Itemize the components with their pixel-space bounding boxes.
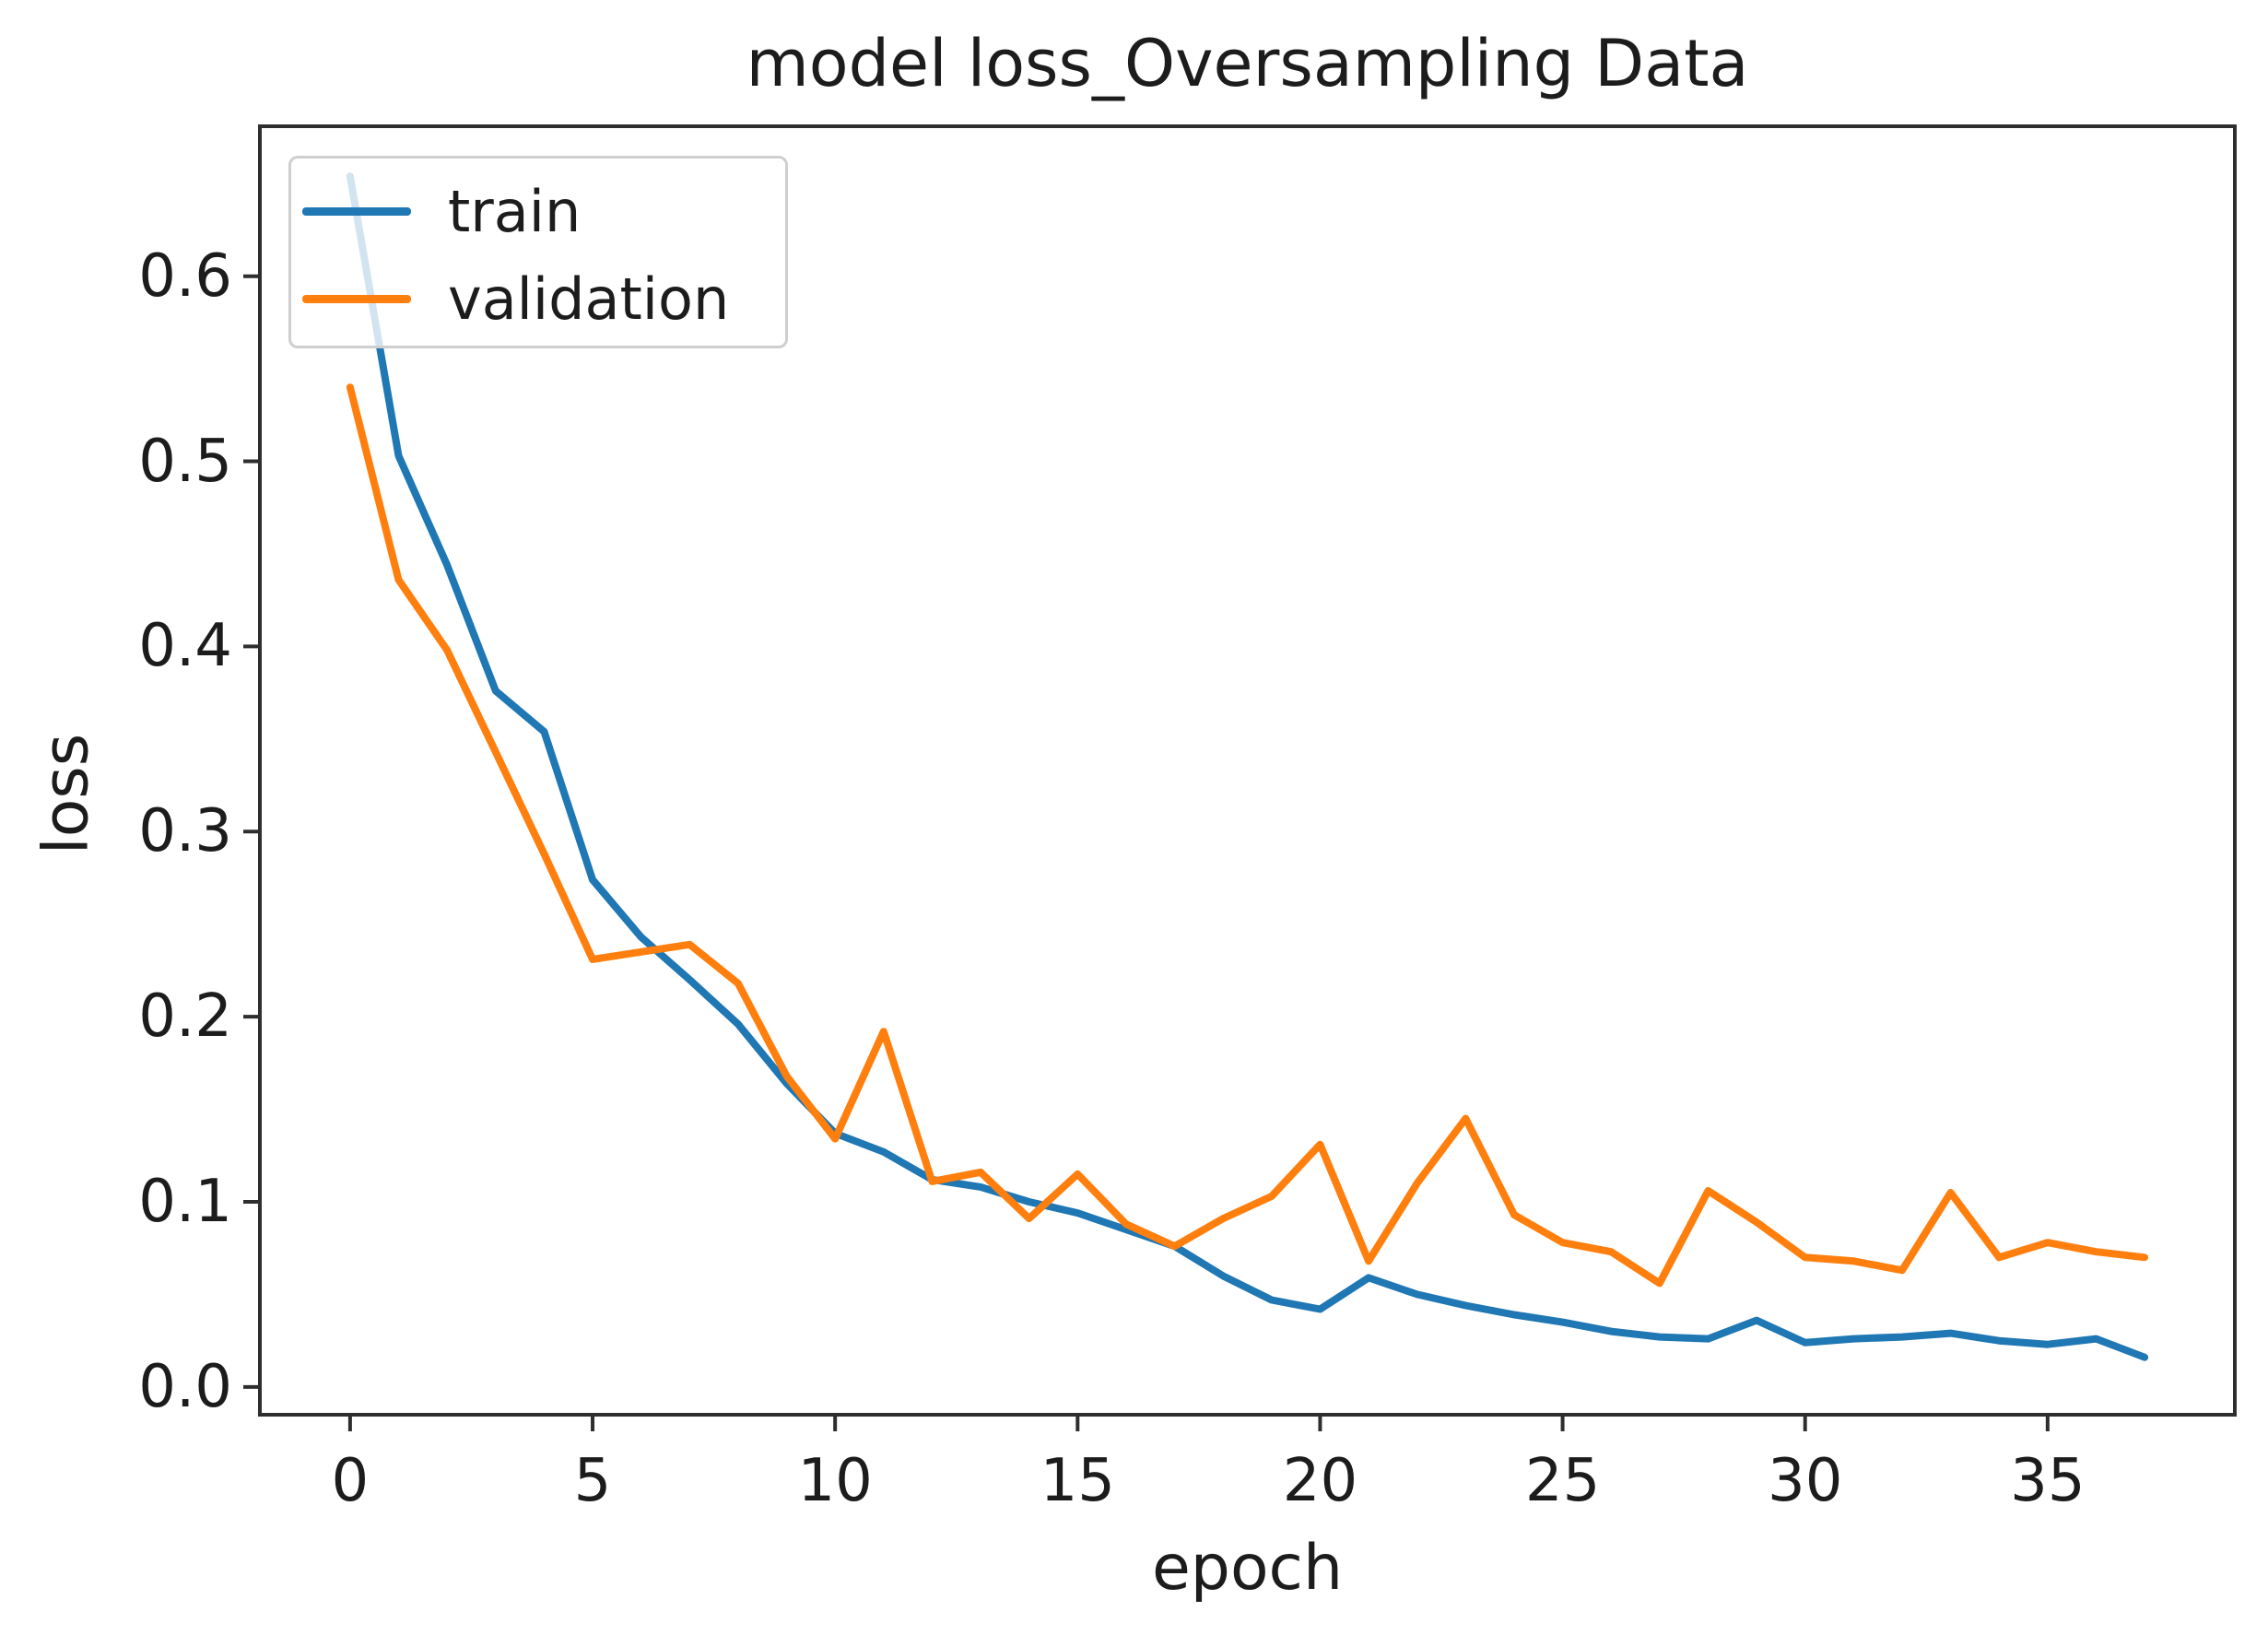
y-tick-label: 0.3	[138, 797, 232, 866]
y-tick-label: 0.1	[138, 1168, 232, 1236]
y-tick-label: 0.4	[138, 612, 232, 681]
validation-line	[346, 383, 2149, 1288]
x-tick-label: 25	[1524, 1447, 1601, 1515]
train-line	[346, 172, 2149, 1361]
legend-label-validation: validation	[448, 265, 730, 333]
chart-title: model loss_Oversampling Data	[746, 26, 1749, 101]
validation-line-swatch	[302, 295, 411, 303]
x-tick-label: 15	[1040, 1447, 1116, 1515]
axes-spines	[258, 124, 2237, 1417]
legend-item-validation: validation	[291, 255, 785, 343]
x-axis-label: epoch	[1151, 1532, 1344, 1605]
train-line-swatch	[302, 207, 411, 216]
x-tick-label: 35	[2010, 1447, 2086, 1515]
x-tick-label: 30	[1767, 1447, 1843, 1515]
y-tick-label: 0.6	[138, 241, 232, 311]
legend: train validation	[288, 156, 788, 348]
legend-label-train: train	[448, 177, 582, 245]
y-axis-label: loss	[29, 733, 103, 855]
y-tick-label: 0.2	[138, 982, 232, 1052]
x-tick-label: 20	[1282, 1447, 1358, 1515]
x-tick-label: 5	[573, 1447, 612, 1515]
x-tick-label: 10	[797, 1447, 873, 1515]
x-tick-label: 0	[331, 1447, 370, 1515]
legend-item-train: train	[291, 168, 785, 255]
y-tick-label: 0.5	[138, 427, 232, 496]
y-tick-label: 0.0	[138, 1352, 232, 1421]
